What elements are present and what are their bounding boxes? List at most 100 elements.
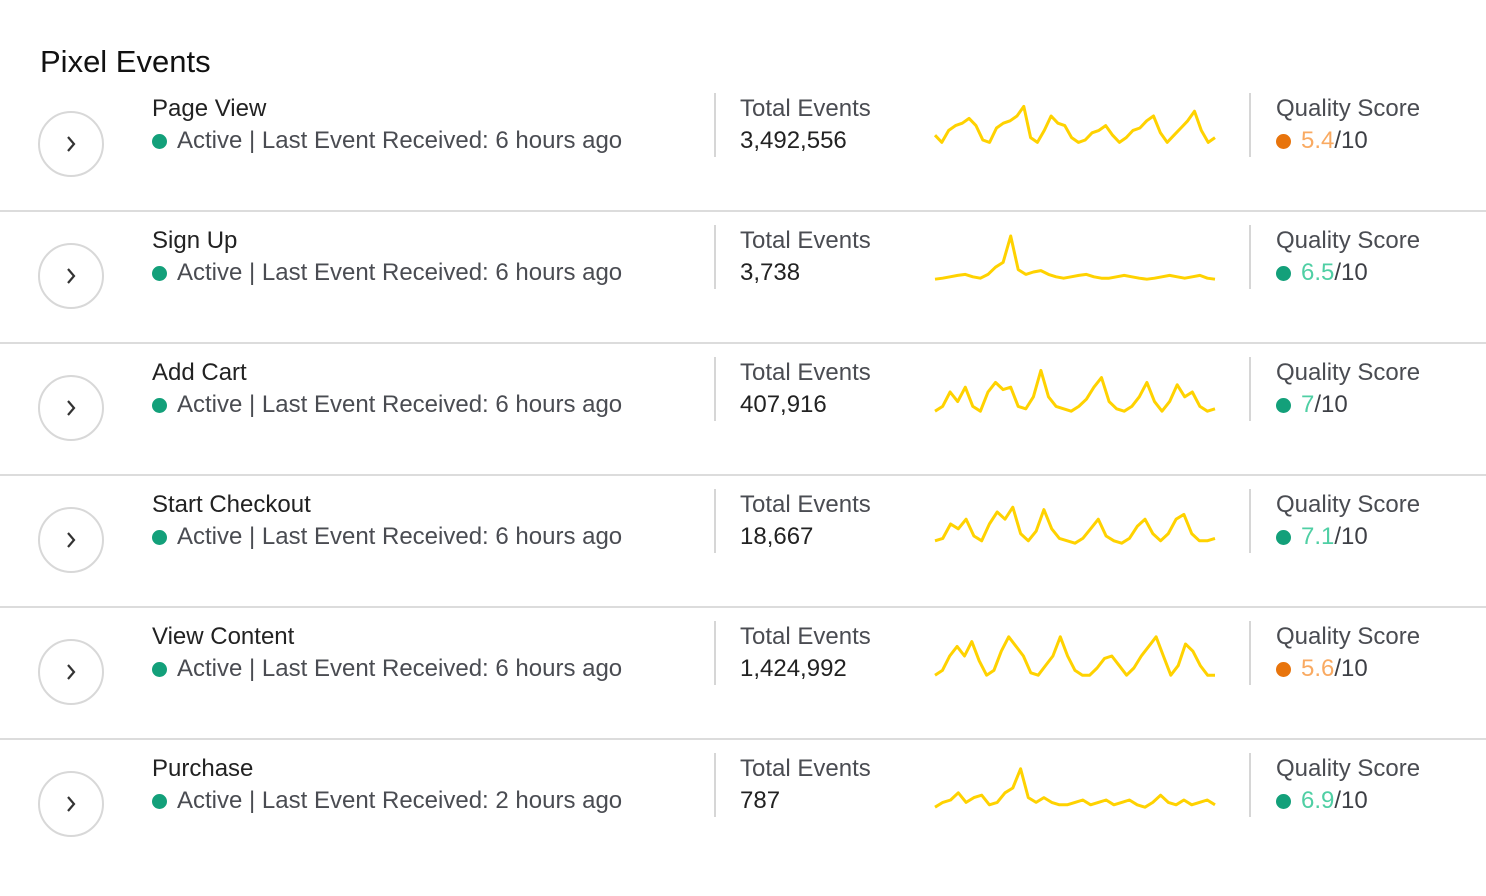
event-row: View Content Active | Last Event Receive… [0, 608, 1486, 740]
divider [714, 753, 716, 817]
total-events-value: 787 [740, 787, 781, 814]
expand-button[interactable] [38, 111, 104, 177]
quality-score: 7.1 /10 [1276, 523, 1368, 551]
chevron-right-icon [67, 664, 76, 680]
event-status: Active | Last Event Received: 6 hours ag… [152, 259, 622, 287]
event-status: Active | Last Event Received: 2 hours ag… [152, 787, 622, 815]
total-events-label: Total Events [740, 755, 871, 782]
divider [714, 225, 716, 289]
status-text: Active | Last Event Received: 2 hours ag… [177, 787, 623, 814]
divider [1249, 753, 1251, 817]
quality-score-label: Quality Score [1276, 359, 1421, 386]
event-sparkline [934, 234, 1216, 281]
divider [714, 93, 716, 157]
quality-score-label: Quality Score [1276, 755, 1421, 782]
quality-score-max: /10 [1334, 523, 1368, 550]
total-events-value: 407,916 [740, 391, 827, 418]
status-text: Active | Last Event Received: 6 hours ag… [177, 259, 623, 286]
event-status: Active | Last Event Received: 6 hours ag… [152, 655, 622, 683]
quality-score-label: Quality Score [1276, 95, 1421, 122]
quality-score-max: /10 [1334, 787, 1368, 814]
event-sparkline [934, 635, 1215, 677]
event-sparkline [933, 104, 1216, 144]
divider [1249, 489, 1251, 553]
event-name: Add Cart [152, 359, 247, 386]
event-row: Page View Active | Last Event Received: … [0, 80, 1486, 212]
chevron-right-icon [67, 796, 76, 812]
sparkline-series [934, 505, 1216, 545]
event-name: Purchase [152, 755, 254, 782]
quality-score-value: 5.4 [1301, 127, 1335, 154]
sparkline-series [934, 368, 1216, 413]
score-status-dot [1276, 397, 1291, 413]
total-events-value: 18,667 [740, 523, 814, 550]
quality-score: 5.4 /10 [1276, 127, 1368, 155]
divider [1249, 93, 1251, 157]
total-events-label: Total Events [740, 95, 871, 122]
expand-button[interactable] [38, 507, 104, 573]
quality-score-label: Quality Score [1276, 227, 1421, 254]
active-status-dot [152, 133, 167, 149]
divider [714, 357, 716, 421]
quality-score: 6.9 /10 [1276, 787, 1368, 815]
quality-score-max: /10 [1334, 655, 1368, 682]
active-status-dot [152, 661, 167, 677]
total-events-value: 3,492,556 [740, 127, 847, 154]
chevron-right-icon [67, 268, 76, 284]
sparkline-series [934, 234, 1216, 281]
status-text: Active | Last Event Received: 6 hours ag… [177, 391, 623, 418]
active-status-dot [152, 265, 167, 281]
quality-score-max: /10 [1334, 127, 1368, 154]
event-sparkline [934, 368, 1216, 413]
quality-score-label: Quality Score [1276, 623, 1421, 650]
expand-button[interactable] [38, 375, 104, 441]
event-status: Active | Last Event Received: 6 hours ag… [152, 391, 622, 419]
score-status-dot [1276, 529, 1291, 545]
event-sparkline [934, 767, 1216, 809]
score-status-dot [1276, 133, 1291, 149]
divider [1249, 225, 1251, 289]
total-events-value: 1,424,992 [740, 655, 847, 682]
event-name: Sign Up [152, 227, 238, 254]
quality-score-value: 7 [1301, 391, 1315, 418]
status-text: Active | Last Event Received: 6 hours ag… [177, 523, 623, 550]
total-events-label: Total Events [740, 491, 871, 518]
event-row: Sign Up Active | Last Event Received: 6 … [0, 212, 1486, 344]
event-row: Purchase Active | Last Event Received: 2… [0, 740, 1486, 872]
divider [714, 621, 716, 685]
score-status-dot [1276, 793, 1291, 809]
active-status-dot [152, 397, 167, 413]
score-status-dot [1276, 661, 1291, 677]
quality-score-max: /10 [1314, 391, 1348, 418]
status-text: Active | Last Event Received: 6 hours ag… [177, 655, 623, 682]
divider [1249, 357, 1251, 421]
expand-button[interactable] [38, 243, 104, 309]
chevron-right-icon [67, 532, 76, 548]
quality-score-value: 7.1 [1301, 523, 1335, 550]
expand-button[interactable] [38, 771, 104, 837]
quality-score: 6.5 /10 [1276, 259, 1368, 287]
divider [714, 489, 716, 553]
event-name: Page View [152, 95, 267, 122]
sparkline-series [934, 767, 1216, 809]
event-sparkline [934, 505, 1216, 545]
chevron-right-icon [67, 136, 76, 152]
chevron-right-icon [67, 400, 76, 416]
event-name: View Content [152, 623, 295, 650]
event-row: Add Cart Active | Last Event Received: 6… [0, 344, 1486, 476]
active-status-dot [152, 793, 167, 809]
total-events-label: Total Events [740, 227, 871, 254]
event-status: Active | Last Event Received: 6 hours ag… [152, 127, 622, 155]
quality-score-max: /10 [1334, 259, 1368, 286]
status-text: Active | Last Event Received: 6 hours ag… [177, 127, 623, 154]
expand-button[interactable] [38, 639, 104, 705]
quality-score-value: 6.9 [1301, 787, 1335, 814]
event-name: Start Checkout [152, 491, 311, 518]
score-status-dot [1276, 265, 1291, 281]
quality-score-value: 5.6 [1301, 655, 1335, 682]
quality-score-label: Quality Score [1276, 491, 1421, 518]
quality-score-value: 6.5 [1301, 259, 1335, 286]
total-events-value: 3,738 [740, 259, 801, 286]
page-title: Pixel Events [40, 44, 211, 79]
quality-score: 5.6 /10 [1276, 655, 1368, 683]
